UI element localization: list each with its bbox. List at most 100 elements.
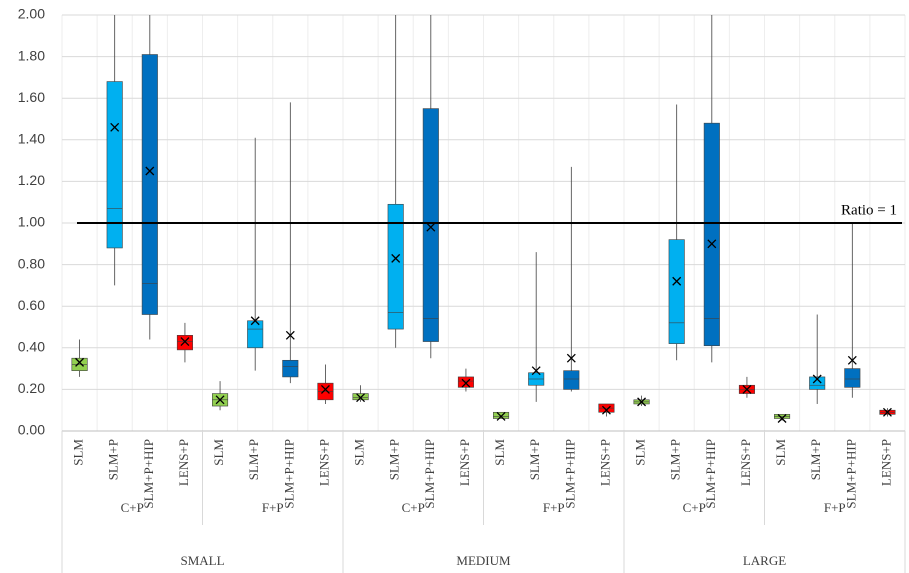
box-plot (879, 407, 896, 417)
mean-marker (707, 239, 717, 249)
x-tick-label: LENS+P (597, 439, 612, 486)
y-tick-label: 1.60 (18, 89, 45, 105)
x-tick-label: SLM+P+HIP (281, 439, 296, 509)
mean-marker (145, 166, 155, 176)
mean-marker (391, 253, 401, 263)
x-tick-label: SLM+P (246, 439, 261, 480)
x-tick-label: LENS+P (738, 439, 753, 486)
mean-marker (742, 384, 752, 394)
x-tick-label: SLM+P+HIP (422, 439, 437, 509)
y-tick-label: 0.00 (18, 422, 45, 438)
box (457, 376, 474, 388)
y-tick-label: 1.00 (18, 214, 45, 230)
box-plot (563, 166, 580, 392)
box (809, 376, 826, 390)
box (493, 411, 510, 419)
box-plot (774, 414, 791, 423)
group-label: C+P (402, 500, 425, 515)
mean-marker (356, 393, 366, 403)
group-label: C+P (121, 500, 144, 515)
box-plot (633, 395, 650, 407)
box (844, 368, 861, 388)
mean-marker (215, 395, 225, 405)
box-plot (212, 381, 229, 411)
y-tick-label: 1.40 (18, 131, 45, 147)
box (141, 54, 158, 315)
box-plot (106, 15, 123, 286)
supergroup-label: SMALL (180, 553, 224, 568)
x-tick-label: SLM (71, 439, 86, 466)
mean-marker (110, 122, 120, 132)
mean-marker (461, 378, 471, 388)
x-tick-label: SLM+P (106, 439, 121, 480)
x-tick-label: LENS+P (176, 439, 191, 486)
mean-marker (250, 316, 260, 326)
group-label: F+P (824, 500, 846, 515)
group-label: F+P (262, 500, 284, 515)
mean-marker (426, 222, 436, 232)
x-tick-label: SLM (773, 439, 788, 466)
x-tick-label: SLM+P (668, 439, 683, 480)
box (176, 335, 193, 351)
y-tick-label: 0.20 (18, 380, 45, 396)
box-plot (317, 364, 334, 404)
mean-marker (180, 337, 190, 347)
box (387, 203, 404, 330)
reference-label: Ratio = 1 (841, 202, 897, 218)
y-tick-label: 0.80 (18, 255, 45, 271)
x-tick-label: SLM+P (527, 439, 542, 480)
box-plot (598, 403, 615, 417)
box (563, 370, 580, 390)
box (352, 393, 369, 401)
x-tick-label: SLM (352, 439, 367, 466)
box-plot (809, 314, 826, 404)
mean-marker (496, 411, 506, 421)
mean-marker (320, 384, 330, 394)
box-plot (457, 368, 474, 392)
group-label: F+P (543, 500, 565, 515)
x-tick-label: SLM+P (808, 439, 823, 480)
mean-marker (777, 414, 787, 423)
mean-marker (285, 330, 295, 340)
x-tick-label: LENS+P (878, 439, 893, 486)
mean-marker (882, 407, 892, 417)
supergroup-label: LARGE (743, 553, 786, 568)
box (422, 108, 439, 342)
mean-marker (75, 357, 85, 367)
mean-marker (601, 405, 611, 415)
box-plot (528, 252, 545, 402)
box-plot (282, 102, 299, 384)
box-plot (141, 15, 158, 340)
x-tick-label: LENS+P (316, 439, 331, 486)
box-plot (422, 15, 439, 359)
mean-marker (847, 355, 857, 365)
y-tick-label: 0.40 (18, 339, 45, 355)
x-tick-label: LENS+P (457, 439, 472, 486)
box-plot (493, 411, 510, 421)
x-tick-label: SLM+P+HIP (703, 439, 718, 509)
group-label: C+P (683, 500, 706, 515)
box-plot (844, 223, 861, 398)
box-plot (668, 104, 685, 361)
box (106, 81, 123, 249)
box-plot (247, 137, 264, 371)
y-tick-label: 1.20 (18, 172, 45, 188)
mean-marker (566, 353, 576, 363)
supergroup-label: MEDIUM (456, 553, 511, 568)
x-tick-label: SLM+P+HIP (562, 439, 577, 509)
x-tick-label: SLM+P+HIP (843, 439, 858, 509)
box-plot (352, 385, 369, 403)
box-plot (738, 376, 755, 398)
x-tick-label: SLM+P (387, 439, 402, 480)
x-tick-label: SLM (633, 439, 648, 466)
box-plot (387, 15, 404, 348)
mean-marker (637, 397, 647, 407)
box (247, 320, 264, 349)
box-plot (176, 322, 193, 363)
box-plot (703, 15, 720, 363)
mean-marker (812, 374, 822, 384)
x-tick-label: SLM (211, 439, 226, 466)
